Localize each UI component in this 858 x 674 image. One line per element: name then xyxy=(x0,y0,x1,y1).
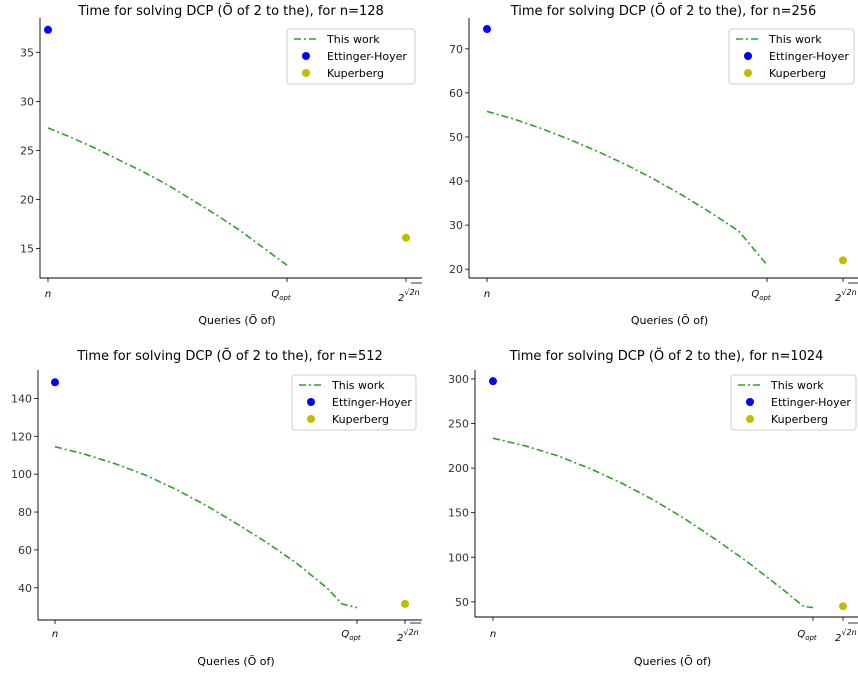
y-tick-label: 250 xyxy=(448,418,469,431)
legend-label-this-work: This work xyxy=(768,33,822,46)
legend-label-kuperberg: Kuperberg xyxy=(327,67,384,80)
y-tick-label: 50 xyxy=(455,596,469,609)
x-axis-label: Queries (Õ of) xyxy=(198,314,275,327)
legend-label-this-work: This work xyxy=(331,379,385,392)
legend-label-kuperberg: Kuperberg xyxy=(332,413,389,426)
y-tick-label: 200 xyxy=(448,462,469,475)
chart-title: Time for solving DCP (Õ of 2 to the), fo… xyxy=(509,348,824,364)
point-kuperberg xyxy=(839,256,847,265)
y-tick-label: 15 xyxy=(20,243,34,256)
legend-label-ettinger-hoyer: Ettinger-Hoyer xyxy=(771,396,851,409)
point-ettinger-hoyer xyxy=(44,25,52,34)
y-tick-label: 100 xyxy=(11,468,32,481)
point-ettinger-hoyer xyxy=(483,25,491,34)
y-tick-label: 50 xyxy=(449,131,463,144)
legend-swatch-ettinger-hoyer xyxy=(746,398,754,406)
chart-title: Time for solving DCP (Õ of 2 to the), fo… xyxy=(77,3,384,19)
legend: This work Ettinger-Hoyer Kuperberg xyxy=(286,28,416,85)
legend-box xyxy=(730,374,857,431)
x-axis-label: Queries (Õ of) xyxy=(197,655,274,668)
point-ettinger-hoyer xyxy=(489,377,497,386)
x-tick-n: n xyxy=(484,289,490,300)
legend-box xyxy=(291,374,417,431)
y-tick-label: 40 xyxy=(18,582,32,595)
legend-swatch-kuperberg xyxy=(746,415,754,423)
legend-label-this-work: This work xyxy=(326,33,380,46)
y-tick-label: 25 xyxy=(20,144,34,157)
legend-label-kuperberg: Kuperberg xyxy=(769,67,826,80)
y-tick-label: 30 xyxy=(20,95,34,108)
x-tick-kuperberg: 2√2n xyxy=(835,628,857,644)
x-axis-label: Queries (Õ of) xyxy=(631,314,708,327)
series-line-this-work xyxy=(486,110,768,266)
y-tick-label: 40 xyxy=(449,175,463,188)
y-tick-label: 150 xyxy=(448,507,469,520)
series-line-this-work xyxy=(492,437,814,609)
legend-label-ettinger-hoyer: Ettinger-Hoyer xyxy=(769,50,849,63)
legend-swatch-ettinger-hoyer xyxy=(307,398,315,406)
y-tick-label: 30 xyxy=(449,219,463,232)
x-tick-n: n xyxy=(52,629,58,640)
x-tick-qopt: Qopt xyxy=(341,629,361,642)
legend: This work Ettinger-Hoyer Kuperberg xyxy=(291,374,417,431)
chart-title: Time for solving DCP (Õ of 2 to the), fo… xyxy=(510,3,817,19)
chart-panel-4: Time for solving DCP (Õ of 2 to the), fo… xyxy=(448,348,858,668)
y-tick-label: 70 xyxy=(449,43,463,56)
point-kuperberg xyxy=(839,602,847,611)
y-tick-label: 100 xyxy=(448,551,469,564)
x-tick-n: n xyxy=(490,629,496,640)
y-tick-label: 120 xyxy=(11,430,32,443)
y-tick-label: 60 xyxy=(18,544,32,557)
y-tick-label: 20 xyxy=(449,263,463,276)
y-tick-label: 35 xyxy=(20,46,34,59)
y-tick-label: 20 xyxy=(20,194,34,207)
point-kuperberg xyxy=(401,599,409,608)
chart-panel-1: Time for solving DCP (Õ of 2 to the), fo… xyxy=(20,3,422,327)
legend: This work Ettinger-Hoyer Kuperberg xyxy=(730,374,857,431)
x-tick-kuperberg: 2√2n xyxy=(398,288,420,304)
x-axis-label: Queries (Õ of) xyxy=(634,655,711,668)
series-line-this-work xyxy=(47,127,288,266)
legend-swatch-ettinger-hoyer xyxy=(744,52,752,60)
x-tick-kuperberg: 2√2n xyxy=(835,288,857,304)
series-line-this-work xyxy=(54,445,358,609)
legend-box xyxy=(286,28,416,85)
x-tick-kuperberg: 2√2n xyxy=(397,628,419,644)
legend-box xyxy=(728,28,855,85)
legend-swatch-ettinger-hoyer xyxy=(302,52,310,60)
legend-label-ettinger-hoyer: Ettinger-Hoyer xyxy=(332,396,412,409)
y-tick-label: 140 xyxy=(11,392,32,405)
legend: This work Ettinger-Hoyer Kuperberg xyxy=(728,28,855,85)
legend-label-this-work: This work xyxy=(770,379,824,392)
y-tick-label: 80 xyxy=(18,506,32,519)
point-ettinger-hoyer xyxy=(51,378,59,387)
legend-swatch-kuperberg xyxy=(302,69,310,77)
y-tick-label: 60 xyxy=(449,87,463,100)
legend-label-ettinger-hoyer: Ettinger-Hoyer xyxy=(327,50,407,63)
chart-title: Time for solving DCP (Õ of 2 to the), fo… xyxy=(76,348,383,364)
point-kuperberg xyxy=(402,233,410,242)
legend-label-kuperberg: Kuperberg xyxy=(771,413,828,426)
legend-swatch-kuperberg xyxy=(744,69,752,77)
legend-swatch-kuperberg xyxy=(307,415,315,423)
x-tick-qopt: Qopt xyxy=(797,629,817,642)
chart-panel-3: Time for solving DCP (Õ of 2 to the), fo… xyxy=(11,348,422,668)
x-tick-n: n xyxy=(45,289,51,300)
y-tick-label: 300 xyxy=(448,373,469,386)
chart-panel-2: Time for solving DCP (Õ of 2 to the), fo… xyxy=(449,3,858,327)
x-tick-qopt: Qopt xyxy=(751,289,771,302)
x-tick-qopt: Qopt xyxy=(271,289,291,302)
